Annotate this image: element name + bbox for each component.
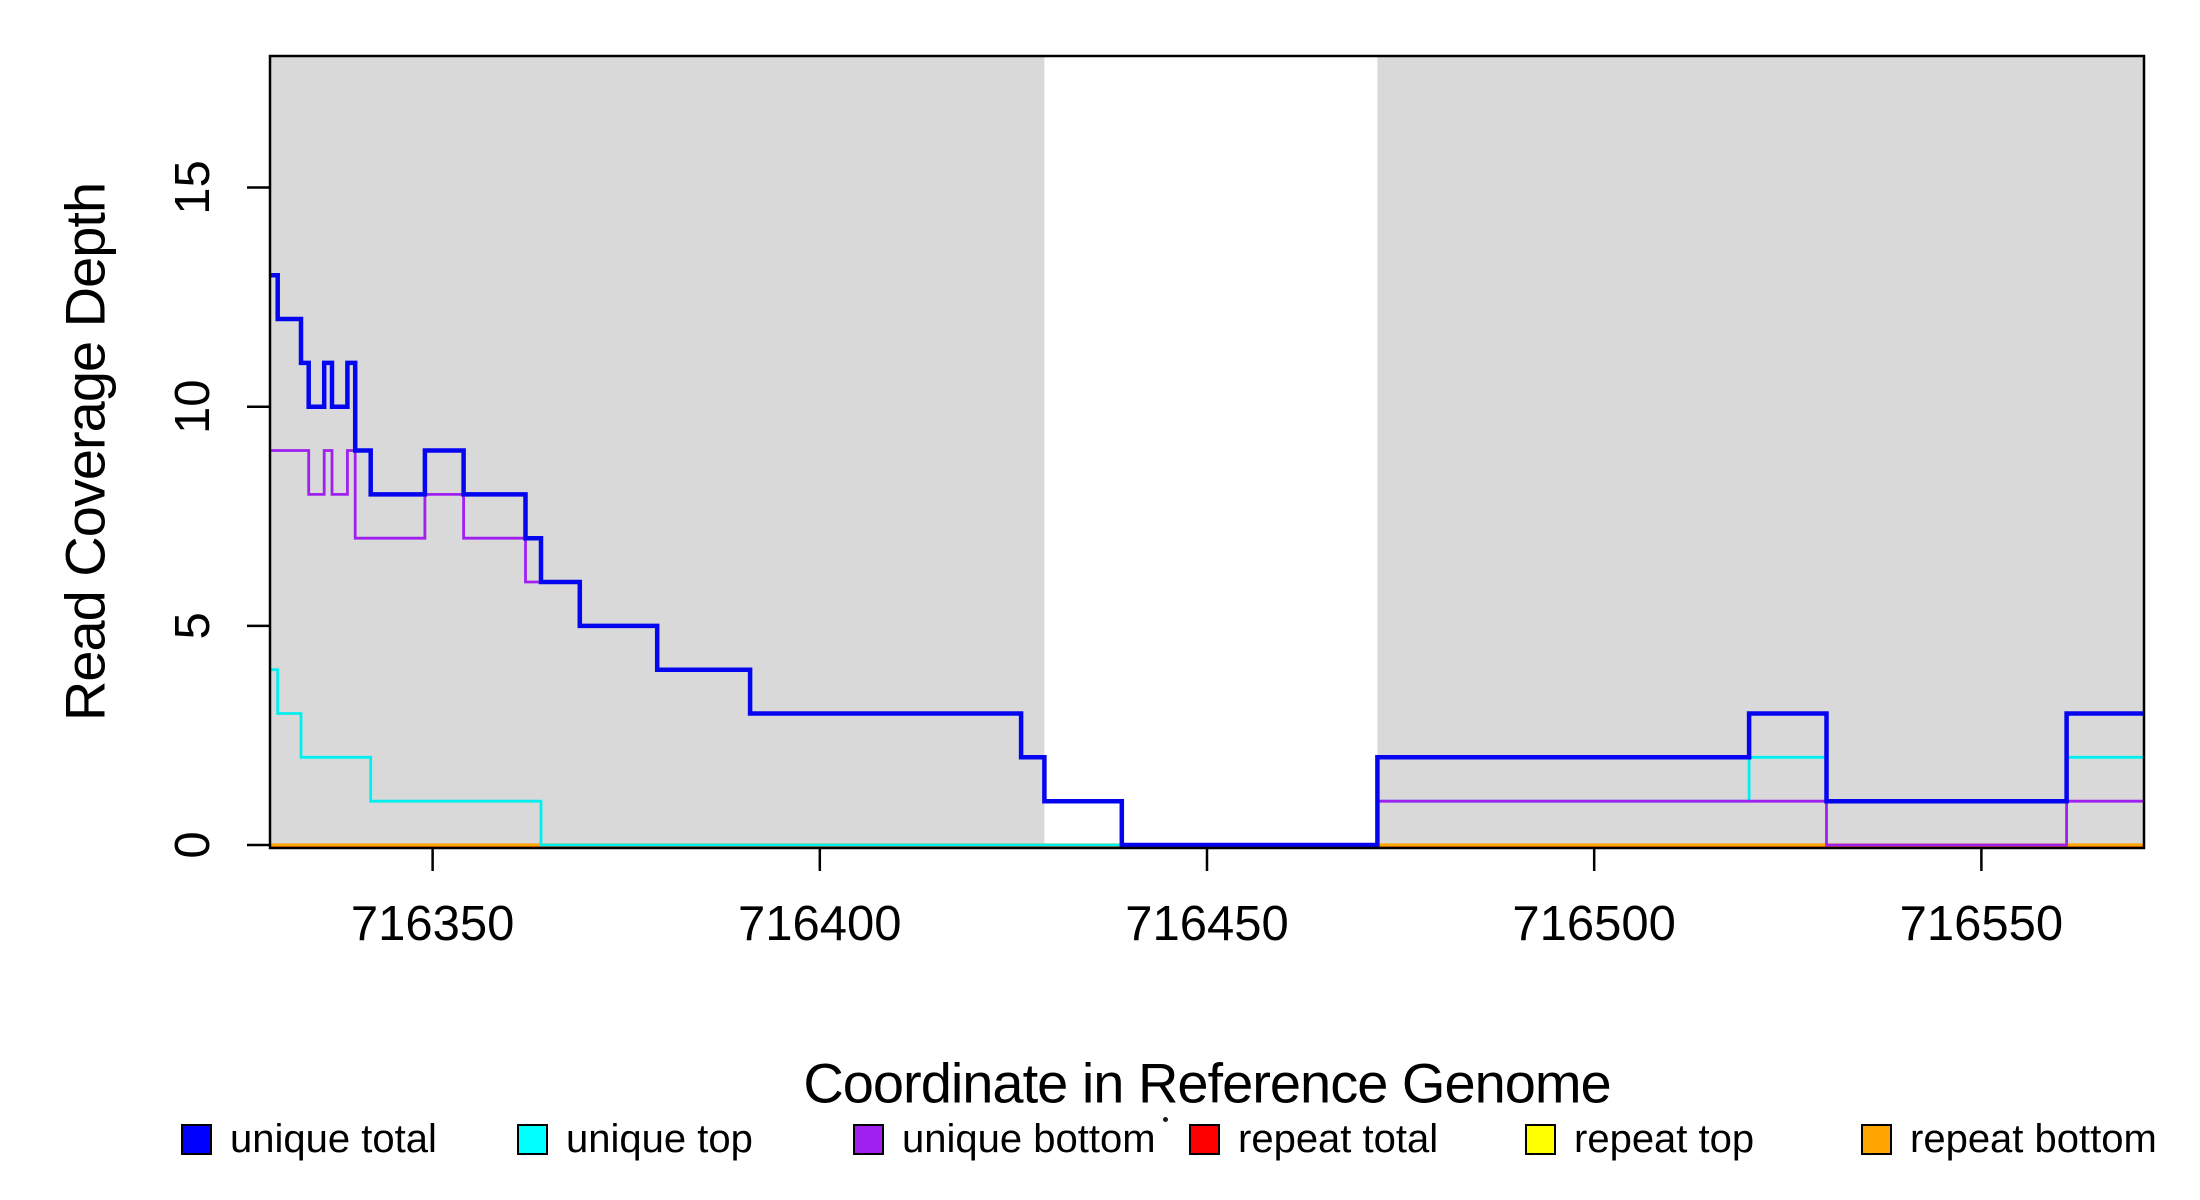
x-tick-label: 716400 <box>738 897 902 951</box>
legend-item-repeat-bottom: repeat bottom <box>1861 1116 2157 1161</box>
legend-swatch-unique-bottom <box>853 1123 884 1155</box>
legend-label-repeat-bottom: repeat bottom <box>1910 1116 2157 1161</box>
legend-item-unique-top: unique top <box>517 1116 753 1161</box>
legend-label-unique-total: unique total <box>230 1116 437 1161</box>
y-tick-label: 10 <box>166 379 220 434</box>
legend-label-repeat-top: repeat top <box>1574 1116 1755 1161</box>
stray-point-mark <box>1163 1117 1168 1122</box>
x-tick-label: 716500 <box>1512 897 1676 951</box>
legend-item-repeat-total: repeat total <box>1189 1116 1439 1161</box>
shaded-region <box>1377 56 2144 845</box>
legend-item-unique-total: unique total <box>181 1116 437 1161</box>
legend-label-repeat-total: repeat total <box>1238 1116 1439 1161</box>
x-axis-title: Coordinate in Reference Genome <box>803 1051 1611 1115</box>
legend-label-unique-top: unique top <box>566 1116 753 1161</box>
x-tick-label: 716450 <box>1125 897 1289 951</box>
shaded-region <box>270 56 1045 845</box>
y-tick-label: 15 <box>166 160 220 215</box>
legend-item-repeat-top: repeat top <box>1525 1116 1755 1161</box>
x-tick-label: 716350 <box>351 897 515 951</box>
legend-swatch-unique-total <box>181 1123 212 1155</box>
series-line-unique-total <box>270 272 2144 848</box>
legend-swatch-repeat-total <box>1189 1123 1220 1155</box>
y-axis-title: Read Coverage Depth <box>53 182 117 722</box>
x-tick-label: 716550 <box>1900 897 2064 951</box>
legend-swatch-unique-top <box>517 1123 548 1155</box>
y-tick-label: 5 <box>166 612 220 639</box>
legend-swatch-repeat-bottom <box>1861 1123 1892 1155</box>
y-tick-label: 0 <box>166 831 220 858</box>
legend-swatch-repeat-top <box>1525 1123 1556 1155</box>
legend-item-unique-bottom: unique bottom <box>853 1116 1156 1161</box>
legend-label-unique-bottom: unique bottom <box>902 1116 1156 1161</box>
